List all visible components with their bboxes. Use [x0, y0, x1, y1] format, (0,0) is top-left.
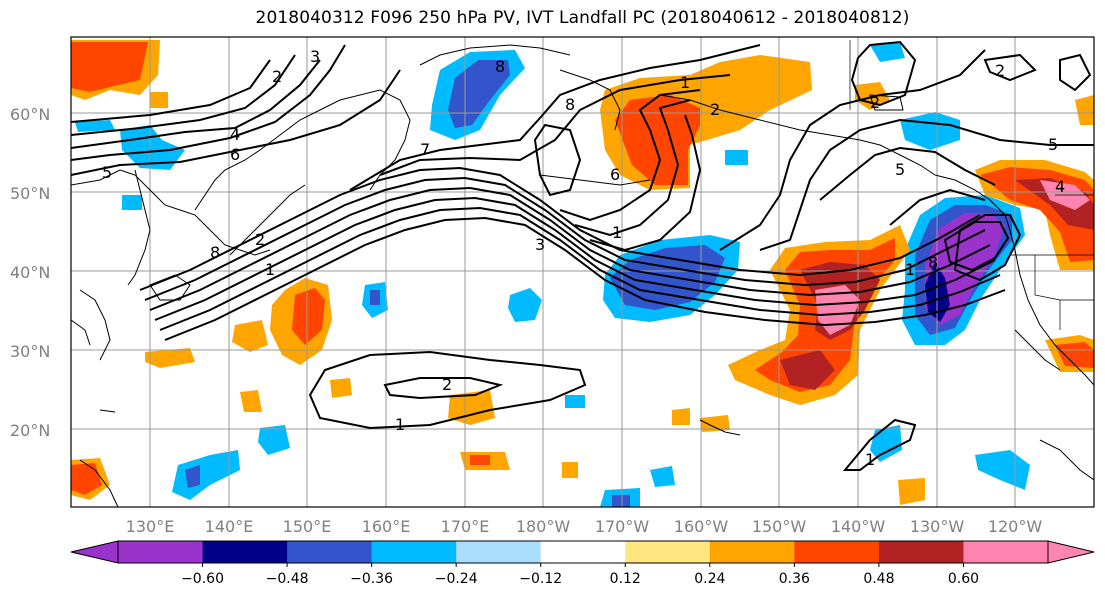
colorbar-tick-label: 0.24 [694, 571, 725, 587]
contour-label-16: 1 [905, 260, 915, 279]
lon-label-130e: 130°E [126, 517, 175, 536]
contour-labels: 2 3 4 5 6 7 8 2 2 1 8 2 3 6 5 1 8 2 1 1 … [102, 47, 1065, 469]
lon-label-130w: 130°W [910, 517, 965, 536]
shaded-anomalies [71, 40, 1094, 507]
colorbar-outline [117, 540, 1049, 564]
colorbar-tick-label: 0.36 [779, 571, 810, 587]
contour-label-21: 2 [995, 61, 1005, 80]
latitude-labels: 60°N 50°N 40°N 30°N 20°N [10, 105, 50, 440]
lon-label-160e: 160°E [362, 517, 411, 536]
lon-label-140e: 140°E [205, 517, 254, 536]
contour-label-17: 8 [928, 253, 938, 272]
colorbar-tick-label: 0.12 [610, 571, 641, 587]
lat-label-60n: 60°N [10, 105, 50, 124]
colorbar-extend-right [1047, 540, 1095, 564]
colorbar-tick-label: −0.36 [350, 571, 393, 587]
pv-contours [71, 40, 1094, 471]
colorbar-swatch [540, 541, 626, 563]
colorbar-swatch [794, 541, 880, 563]
contour-label-6: 7 [420, 140, 430, 159]
lat-label-30n: 30°N [10, 342, 50, 361]
colorbar-swatch [625, 541, 711, 563]
contour-label-5: 6 [230, 145, 240, 164]
coastlines [71, 44, 1094, 507]
lat-label-50n: 50°N [10, 184, 50, 203]
map-title: 2018040312 F096 250 hPa PV, IVT Landfall… [255, 8, 910, 28]
contour-label-20: 1 [865, 450, 875, 469]
lon-label-150w: 150°W [752, 517, 807, 536]
colorbar-swatch [202, 541, 288, 563]
contour-label-1: 2 [272, 67, 282, 86]
contour-label-10: 1 [265, 260, 275, 279]
lat-label-40n: 40°N [10, 263, 50, 282]
contour-label-11: 8 [210, 243, 220, 262]
colorbar-swatch [118, 541, 204, 563]
contour-label-22: 1 [680, 73, 690, 92]
contour-label-26: 8 [565, 95, 575, 114]
colorbar-swatch [709, 541, 795, 563]
contour-label-13: 3 [535, 235, 545, 254]
colorbar-tick-label: −0.60 [181, 571, 224, 587]
contour-label-23: 4 [1055, 177, 1065, 196]
lat-label-20n: 20°N [10, 421, 50, 440]
lon-label-160w: 160°W [674, 517, 729, 536]
colorbar-tick-label: 0.60 [948, 571, 979, 587]
colorbar-swatch [371, 541, 457, 563]
contour-label-24: 5 [895, 160, 905, 179]
contour-label-18: 2 [442, 375, 452, 394]
contour-label-19: 1 [395, 415, 405, 434]
colorbar-extend-left [70, 540, 119, 564]
map-border [70, 36, 1095, 508]
lon-label-120w: 120°W [988, 517, 1043, 536]
contour-label-14: 6 [610, 165, 620, 184]
contour-label-15: 5 [1048, 135, 1058, 154]
contour-label-8: 2 [710, 100, 720, 119]
contour-label-7: 8 [495, 57, 505, 76]
colorbar-swatch [456, 541, 542, 563]
contour-label-4: 5 [102, 163, 112, 182]
lon-label-170w: 170°W [595, 517, 650, 536]
longitude-labels: 130°E 140°E 150°E 160°E 170°E 180°W 170°… [126, 517, 1043, 536]
colorbar-tick-label: −0.24 [435, 571, 478, 587]
contour-label-2: 3 [310, 47, 320, 66]
colorbar-tick-label: −0.12 [519, 571, 562, 587]
colorbar-tick-label: 0.48 [863, 571, 894, 587]
lon-label-150e: 150°E [283, 517, 332, 536]
contour-label-12: 2 [255, 230, 265, 249]
lon-label-140w: 140°W [831, 517, 886, 536]
colorbar-swatch [287, 541, 373, 563]
lon-label-180w: 180°W [516, 517, 571, 536]
colorbar-swatch [963, 541, 1049, 563]
colorbar-tick-label: −0.48 [266, 571, 309, 587]
contour-label-9: 2 [870, 93, 880, 112]
contour-label-25: 1 [612, 223, 622, 242]
contour-label-3: 4 [230, 125, 240, 144]
colorbar: −0.60 −0.48 −0.36 −0.24 −0.12 0.12 0.24 0.36 0.4… [70, 540, 1095, 587]
colorbar-swatch [878, 541, 964, 563]
lon-label-170e: 170°E [441, 517, 490, 536]
